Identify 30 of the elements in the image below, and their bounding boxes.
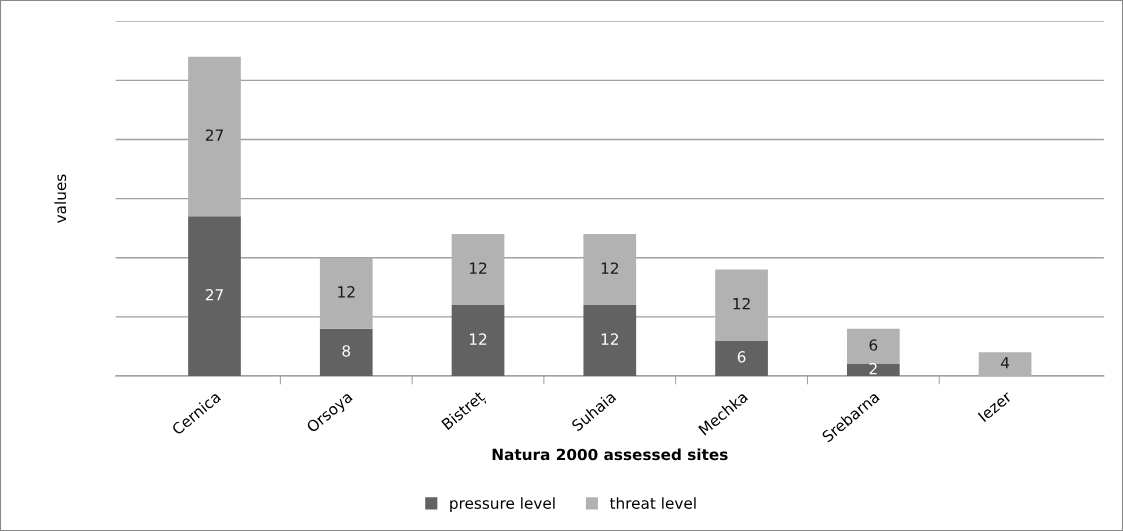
y-axis-title: values: [54, 174, 67, 223]
data-label: 12: [733, 297, 750, 310]
bar: [188, 56, 241, 217]
legend-label: threat level: [609, 497, 696, 509]
data-label: 12: [601, 333, 618, 345]
data-label: 2: [869, 362, 877, 375]
bar: [846, 328, 900, 365]
bar: [583, 234, 637, 306]
bar: [583, 305, 637, 376]
bar: [451, 305, 505, 376]
data-label: 8: [342, 345, 351, 357]
data-label: 12: [469, 333, 487, 345]
bar: [978, 352, 1032, 376]
data-label: 6: [869, 339, 878, 351]
bar: [319, 328, 373, 376]
data-label: 12: [469, 262, 487, 274]
data-label: 4: [1000, 357, 1010, 369]
bar: [188, 216, 241, 376]
data-label: 27: [205, 289, 223, 301]
x-axis-title: Natura 2000 assessed sites: [492, 448, 728, 461]
legend-label: pressure level: [450, 497, 555, 512]
data-label: 27: [205, 129, 223, 141]
data-label: 6: [737, 351, 746, 363]
data-label: 12: [338, 286, 355, 298]
bar: [715, 340, 768, 376]
bar: [319, 257, 373, 329]
data-label: 12: [601, 262, 618, 274]
bar: [715, 269, 768, 341]
bar: [451, 234, 505, 306]
bar: [846, 364, 900, 376]
